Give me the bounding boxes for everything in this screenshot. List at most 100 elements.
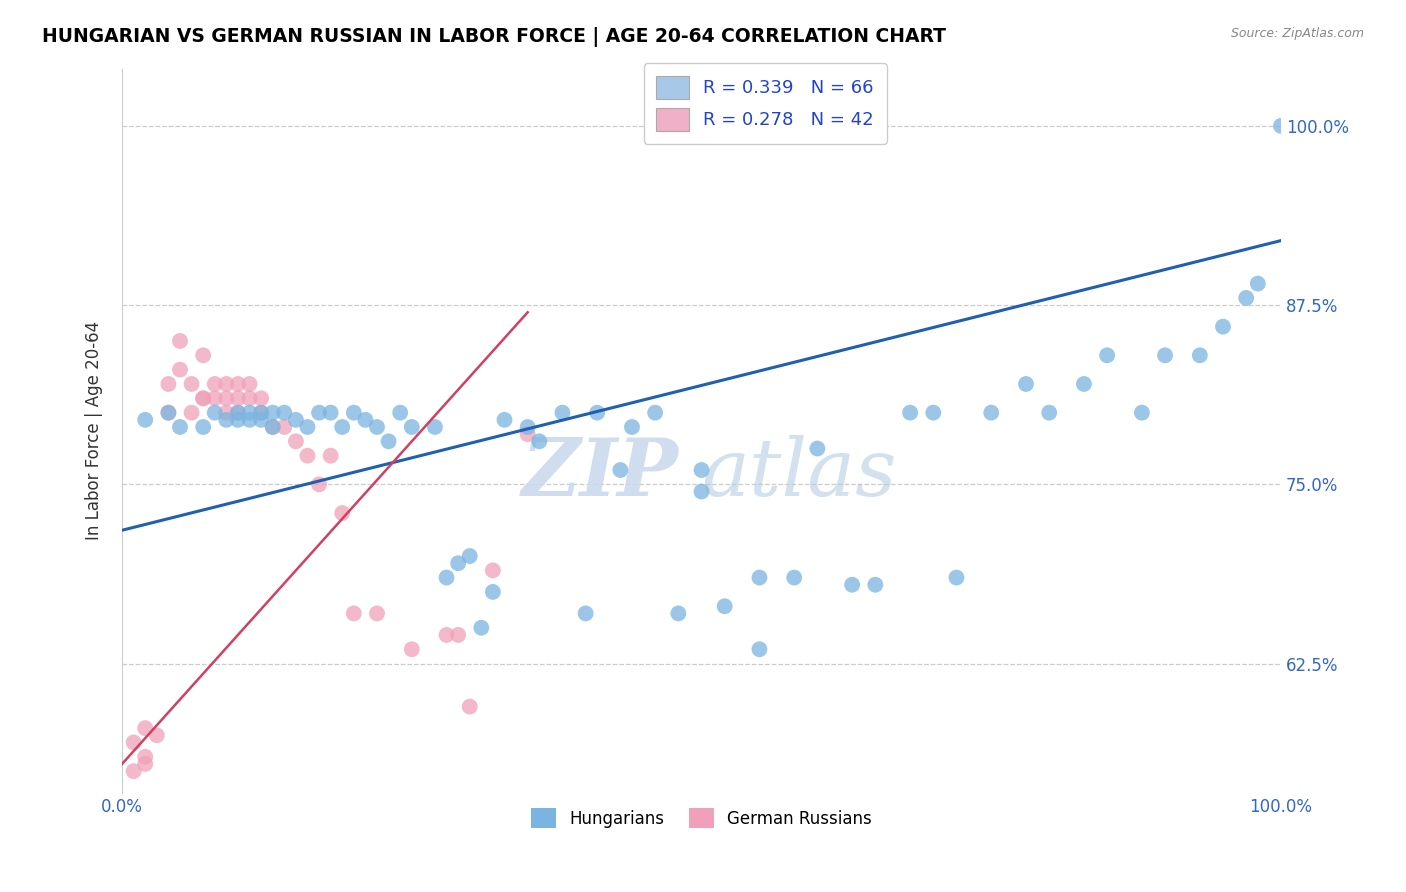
- Point: [1130, 406, 1153, 420]
- Point: [122, 735, 145, 749]
- Point: [748, 642, 770, 657]
- Point: [262, 420, 284, 434]
- Point: [180, 406, 202, 420]
- Point: [354, 413, 377, 427]
- Text: Source: ZipAtlas.com: Source: ZipAtlas.com: [1230, 27, 1364, 40]
- Point: [250, 406, 273, 420]
- Legend: Hungarians, German Russians: Hungarians, German Russians: [524, 801, 879, 835]
- Point: [447, 628, 470, 642]
- Point: [308, 406, 330, 420]
- Point: [366, 607, 388, 621]
- Point: [238, 376, 260, 391]
- Point: [529, 434, 551, 449]
- Point: [401, 420, 423, 434]
- Point: [343, 406, 366, 420]
- Point: [690, 484, 713, 499]
- Point: [980, 406, 1002, 420]
- Point: [226, 406, 249, 420]
- Point: [157, 406, 180, 420]
- Point: [169, 362, 191, 376]
- Point: [169, 420, 191, 434]
- Point: [436, 628, 458, 642]
- Point: [575, 607, 598, 621]
- Point: [783, 570, 806, 584]
- Point: [215, 376, 238, 391]
- Point: [377, 434, 399, 449]
- Point: [193, 348, 215, 362]
- Point: [458, 549, 481, 563]
- Text: HUNGARIAN VS GERMAN RUSSIAN IN LABOR FORCE | AGE 20-64 CORRELATION CHART: HUNGARIAN VS GERMAN RUSSIAN IN LABOR FOR…: [42, 27, 946, 46]
- Point: [204, 392, 226, 406]
- Point: [169, 334, 191, 348]
- Point: [1073, 376, 1095, 391]
- Point: [122, 764, 145, 779]
- Point: [226, 392, 249, 406]
- Point: [284, 413, 307, 427]
- Point: [238, 413, 260, 427]
- Point: [134, 756, 156, 771]
- Point: [193, 392, 215, 406]
- Point: [157, 376, 180, 391]
- Point: [1212, 319, 1234, 334]
- Point: [284, 434, 307, 449]
- Point: [1270, 119, 1292, 133]
- Point: [389, 406, 412, 420]
- Point: [204, 376, 226, 391]
- Point: [297, 449, 319, 463]
- Point: [319, 449, 342, 463]
- Point: [748, 570, 770, 584]
- Point: [238, 406, 260, 420]
- Point: [609, 463, 631, 477]
- Point: [401, 642, 423, 657]
- Point: [226, 413, 249, 427]
- Point: [262, 420, 284, 434]
- Point: [134, 749, 156, 764]
- Point: [262, 406, 284, 420]
- Point: [250, 413, 273, 427]
- Point: [226, 376, 249, 391]
- Point: [516, 427, 538, 442]
- Point: [366, 420, 388, 434]
- Point: [447, 556, 470, 570]
- Point: [516, 420, 538, 434]
- Point: [250, 392, 273, 406]
- Point: [482, 585, 505, 599]
- Point: [226, 406, 249, 420]
- Point: [319, 406, 342, 420]
- Point: [204, 406, 226, 420]
- Point: [193, 392, 215, 406]
- Point: [458, 699, 481, 714]
- Point: [482, 563, 505, 577]
- Point: [423, 420, 446, 434]
- Point: [297, 420, 319, 434]
- Point: [644, 406, 666, 420]
- Point: [666, 607, 689, 621]
- Point: [180, 376, 202, 391]
- Text: ZIP: ZIP: [522, 435, 678, 513]
- Point: [157, 406, 180, 420]
- Point: [250, 406, 273, 420]
- Point: [193, 420, 215, 434]
- Point: [330, 420, 353, 434]
- Point: [1095, 348, 1118, 362]
- Point: [620, 420, 643, 434]
- Point: [215, 413, 238, 427]
- Point: [922, 406, 945, 420]
- Point: [215, 406, 238, 420]
- Point: [134, 413, 156, 427]
- Point: [436, 570, 458, 584]
- Point: [470, 621, 492, 635]
- Point: [1038, 406, 1060, 420]
- Point: [308, 477, 330, 491]
- Point: [1234, 291, 1257, 305]
- Point: [586, 406, 609, 420]
- Point: [945, 570, 967, 584]
- Point: [146, 728, 169, 742]
- Point: [134, 721, 156, 735]
- Point: [1154, 348, 1177, 362]
- Point: [690, 463, 713, 477]
- Point: [713, 599, 735, 614]
- Point: [806, 442, 828, 456]
- Point: [494, 413, 516, 427]
- Point: [898, 406, 921, 420]
